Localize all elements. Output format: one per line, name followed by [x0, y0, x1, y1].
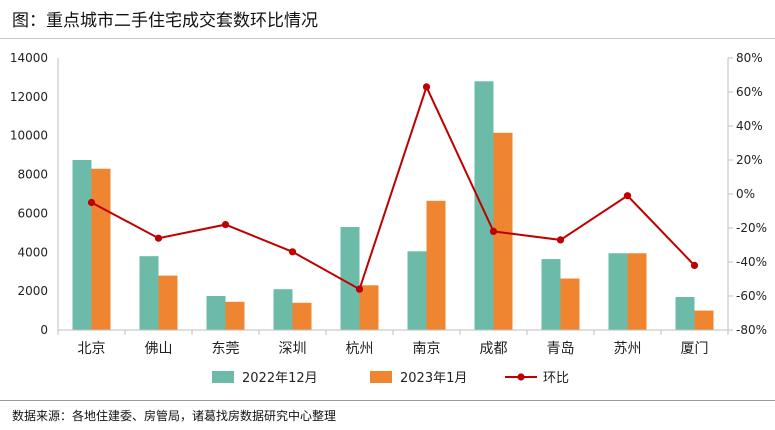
mom-change-point [288, 248, 297, 256]
category-label: 北京 [78, 341, 106, 357]
mom-change-point [556, 236, 565, 244]
bar-jan-2023 [493, 132, 513, 330]
category-label: 苏州 [614, 341, 642, 357]
legend-mom-label: 环比 [543, 371, 569, 386]
mom-change-point [690, 261, 699, 269]
category-label: 深圳 [279, 341, 307, 357]
category-label: 佛山 [145, 341, 173, 357]
bar-jan-2023 [225, 301, 245, 330]
bar-jan-2023 [426, 200, 446, 330]
right-axis-tick-label: -40% [736, 255, 767, 269]
bar-dec-2022 [206, 296, 226, 330]
mom-change-point [489, 227, 498, 235]
category-label: 东莞 [212, 341, 240, 357]
bar-jan-2023 [694, 310, 714, 330]
mom-change-point [355, 285, 364, 293]
title-divider [0, 38, 775, 39]
bar-jan-2023 [91, 168, 111, 330]
bar-dec-2022 [340, 227, 360, 330]
left-axis-tick-label: 0 [40, 323, 48, 337]
right-axis-tick-label: -20% [736, 221, 767, 235]
mom-change-point [221, 221, 230, 229]
bar-jan-2023 [359, 285, 379, 330]
left-axis-tick-label: 10000 [10, 129, 48, 143]
legend-mom-marker [517, 373, 525, 381]
bar-dec-2022 [72, 160, 92, 330]
mom-change-line [91, 84, 696, 291]
category-label: 南京 [413, 341, 441, 357]
mom-change-point [154, 234, 163, 242]
source-divider [0, 400, 775, 401]
legend-dec-2022-swatch [212, 371, 234, 383]
bar-dec-2022 [407, 251, 427, 330]
mom-change-point [422, 83, 431, 91]
left-axis-tick-label: 14000 [10, 51, 48, 65]
right-axis-tick-label: -80% [736, 323, 767, 337]
chart-title: 图：重点城市二手住宅成交套数环比情况 [12, 11, 318, 31]
bar-dec-2022 [541, 259, 561, 330]
category-label: 青岛 [547, 341, 575, 357]
left-axis-tick-label: 2000 [17, 284, 48, 298]
legend-dec-2022-label: 2022年12月 [242, 371, 318, 386]
bar-dec-2022 [608, 253, 628, 330]
bar-jan-2023 [158, 275, 178, 330]
mom-change-point [623, 192, 632, 200]
legend-jan-2023-label: 2023年1月 [400, 371, 467, 386]
source-note: 数据来源：各地住建委、房管局，诸葛找房数据研究中心整理 [12, 409, 337, 423]
bar-dec-2022 [139, 256, 159, 330]
bar-dec-2022 [474, 81, 494, 330]
bar-jan-2023 [292, 302, 312, 330]
left-axis-tick-label: 12000 [10, 90, 48, 104]
mom-change-point [87, 198, 96, 207]
bar-dec-2022 [273, 289, 293, 330]
category-label: 成都 [480, 341, 508, 357]
bar-jan-2023 [627, 253, 647, 330]
right-axis-tick-label: -60% [736, 289, 767, 303]
right-axis-tick-label: 40% [736, 119, 763, 133]
combo-chart: 0 2000 4000 6000 8000 10000 12000 14000 -80% -60%… [10, 51, 767, 386]
right-axis-tick-label: 20% [736, 153, 763, 167]
right-axis-tick-label: 0% [736, 187, 755, 201]
legend-jan-2023-swatch [370, 371, 392, 383]
bar-jan-2023 [560, 278, 580, 330]
bar-dec-2022 [675, 296, 695, 330]
category-label: 杭州 [346, 341, 374, 357]
category-label: 厦门 [681, 341, 709, 357]
left-axis-tick-label: 8000 [17, 168, 48, 182]
right-axis-tick-label: 60% [736, 85, 763, 99]
left-axis-tick-label: 4000 [17, 245, 48, 259]
left-axis-tick-label: 6000 [17, 206, 48, 220]
right-axis-tick-label: 80% [736, 51, 763, 65]
